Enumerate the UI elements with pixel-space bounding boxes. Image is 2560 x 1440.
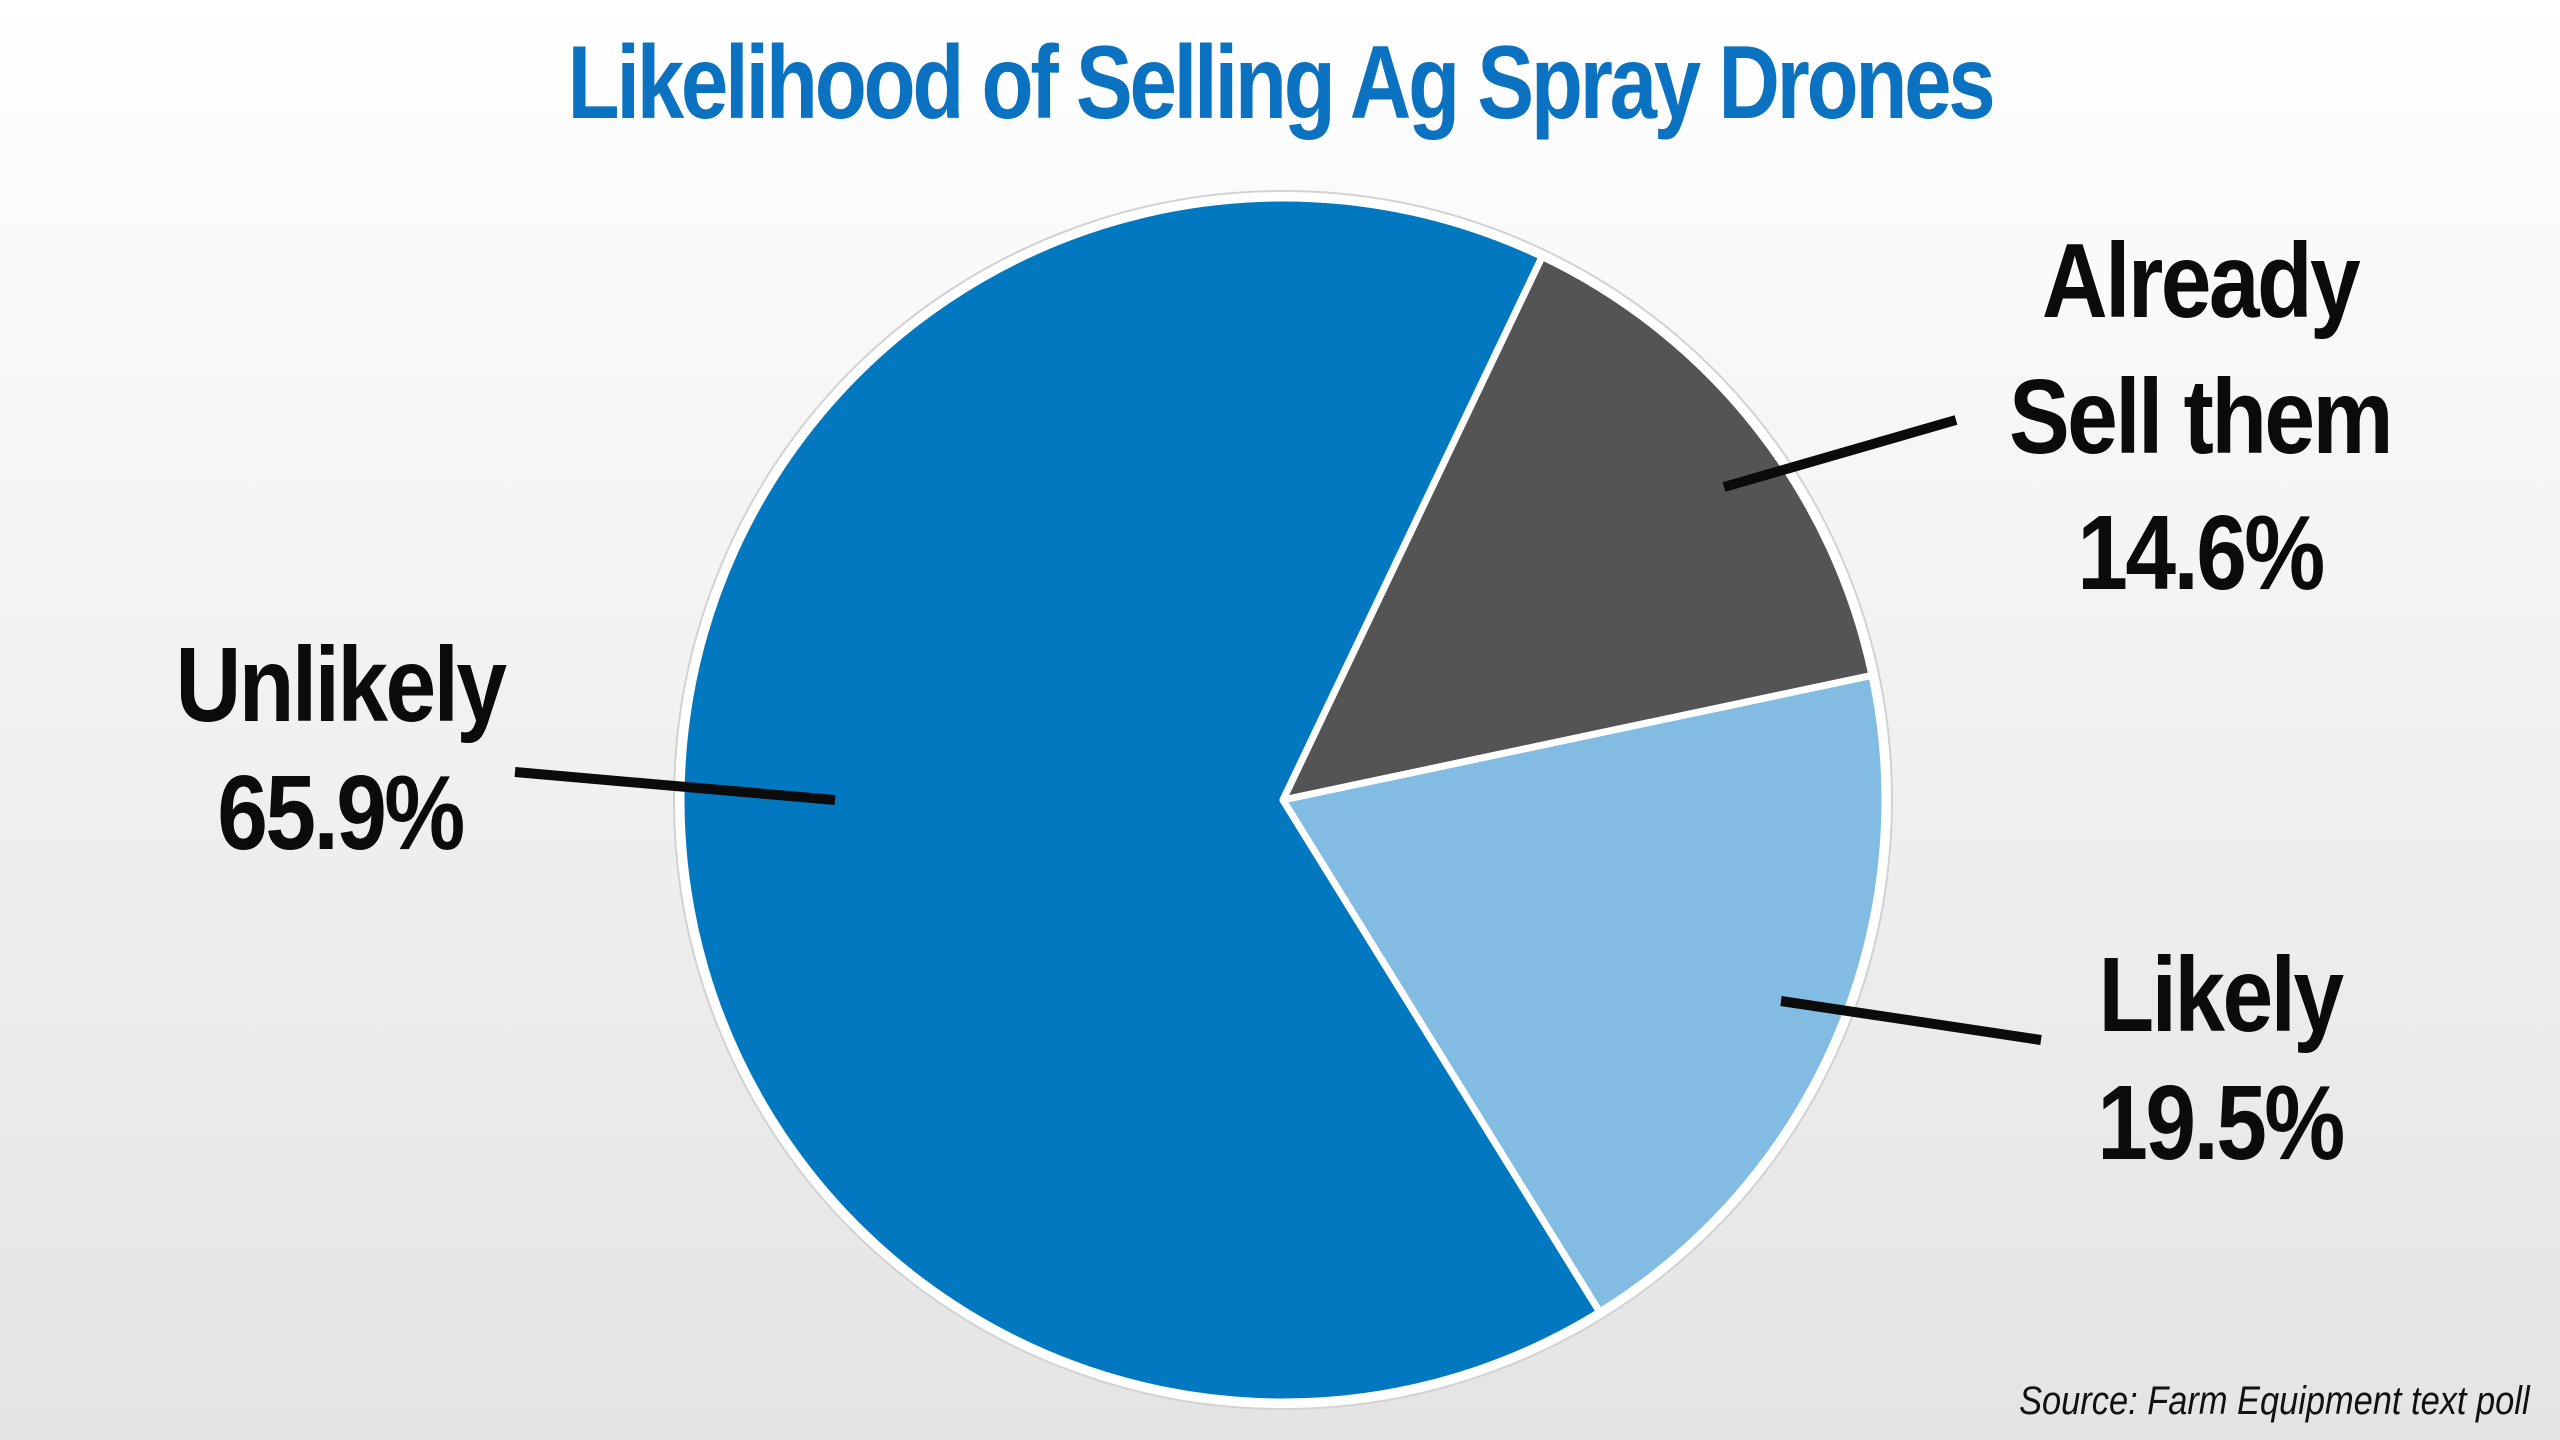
chart-title: Likelihood of Selling Ag Spray Drones <box>567 25 1996 141</box>
slice-label-likely-name: Likely <box>2098 936 2345 1054</box>
leader-line-already-sell <box>1722 415 1958 492</box>
slice-label-already-sell-name-line-1: Already <box>2041 222 2361 340</box>
source-note: Source: Farm Equipment text poll <box>2019 1379 2530 1423</box>
pie-slice-likely <box>1279 671 1889 1316</box>
leader-line-likely <box>1780 996 2042 1045</box>
slice-label-already-sell-name-line-2: Sell them <box>2008 358 2394 476</box>
slice-label-unlikely-value: 65.9% <box>217 754 465 872</box>
slice-label-likely: Likely 19.5% <box>2065 942 2375 1176</box>
leader-line-unlikely <box>514 767 836 805</box>
slice-label-likely-value: 19.5% <box>2097 1064 2345 1182</box>
slice-label-unlikely: Unlikely 65.9% <box>142 632 538 866</box>
slice-label-already-sell-value: 14.6% <box>2077 494 2325 612</box>
slice-label-already-sell: Already Sell them 14.6% <box>1959 228 2441 606</box>
pie-slice-already-sell <box>1279 253 1876 804</box>
pie-slice-unlikely <box>677 194 1604 1406</box>
slice-label-unlikely-name: Unlikely <box>175 626 508 744</box>
